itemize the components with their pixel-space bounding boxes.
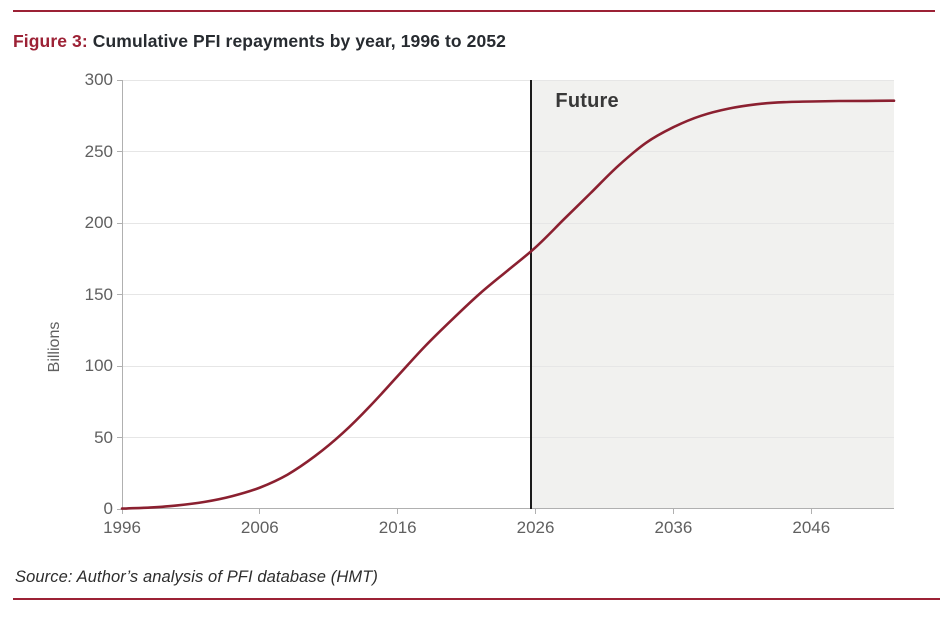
x-tick-label: 2006	[240, 518, 279, 537]
x-tick-mark	[535, 509, 537, 514]
y-tick-label: 50	[94, 427, 113, 447]
figure-number-label: Figure 3:	[13, 31, 88, 51]
line-chart: Billions Future 0 50 100 150 200 250 300 1996 2…	[0, 62, 940, 537]
gridline	[122, 79, 894, 81]
repayments-curve-path	[120, 99, 896, 510]
y-tick-label: 300	[84, 70, 113, 89]
x-tick-label: 2026	[516, 518, 555, 537]
gridline	[122, 151, 894, 152]
x-tick-mark	[121, 509, 123, 514]
top-rule	[13, 10, 935, 12]
y-tick-mark	[117, 222, 122, 224]
future-label: Future	[555, 90, 619, 112]
figure-title: Figure 3: Cumulative PFI repayments by y…	[13, 31, 506, 52]
y-tick-label: 200	[84, 213, 113, 232]
y-tick-label: 0	[103, 499, 113, 518]
x-tick-label: 2046	[792, 518, 831, 537]
y-tick-mark	[117, 151, 122, 152]
y-tick-label: 250	[84, 141, 113, 161]
figure-title-text: Cumulative PFI repayments by year, 1996 …	[87, 31, 506, 51]
future-divider-line	[530, 80, 533, 509]
gridline	[122, 365, 894, 367]
y-tick-mark	[117, 294, 122, 295]
repayments-curve	[120, 99, 896, 510]
x-tick-label: 2036	[654, 518, 693, 537]
x-tick-label: 1996	[103, 518, 141, 537]
bottom-rule	[13, 598, 940, 600]
source-note: Source: Author’s analysis of PFI databas…	[15, 568, 378, 586]
x-axis-line	[122, 508, 894, 509]
y-axis-line	[122, 80, 123, 509]
y-tick-label: 150	[84, 284, 113, 304]
y-tick-mark	[117, 437, 122, 438]
x-tick-label: 2016	[378, 518, 417, 537]
x-tick-mark	[397, 509, 399, 514]
x-tick-mark	[810, 509, 812, 514]
gridline	[122, 294, 894, 295]
gridline	[122, 437, 894, 438]
plot-area: Future	[117, 79, 896, 514]
y-tick-mark	[117, 79, 122, 81]
gridline	[122, 222, 894, 224]
y-tick-mark	[117, 508, 122, 510]
y-tick-label: 100	[84, 356, 113, 375]
x-tick-mark	[672, 509, 674, 514]
x-tick-mark	[259, 509, 261, 514]
y-tick-mark	[117, 365, 122, 367]
